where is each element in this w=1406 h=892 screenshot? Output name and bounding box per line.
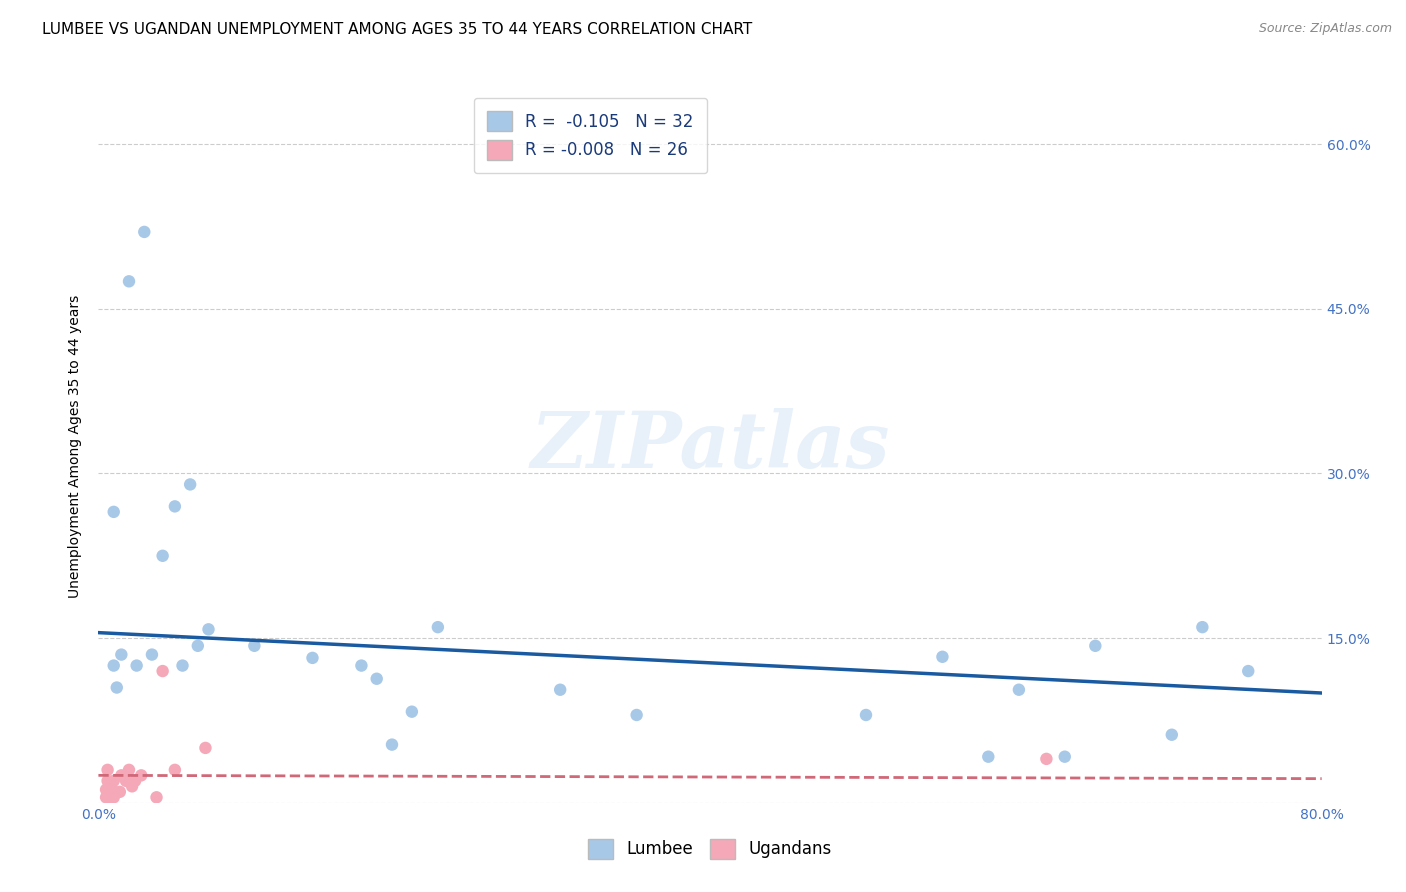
Point: [977, 749, 1000, 764]
Point: [1237, 664, 1260, 678]
Point: [118, 274, 141, 288]
Point: [197, 623, 219, 637]
Text: LUMBEE VS UGANDAN UNEMPLOYMENT AMONG AGES 35 TO 44 YEARS CORRELATION CHART: LUMBEE VS UGANDAN UNEMPLOYMENT AMONG AGE…: [42, 22, 752, 37]
Point: [243, 639, 266, 653]
Point: [401, 705, 423, 719]
Point: [110, 648, 132, 662]
Point: [548, 682, 571, 697]
Point: [103, 773, 125, 788]
Point: [141, 648, 163, 662]
Point: [426, 620, 449, 634]
Point: [1160, 728, 1182, 742]
Point: [125, 658, 148, 673]
Point: [101, 782, 124, 797]
Point: [100, 790, 122, 805]
Point: [97, 773, 120, 788]
Point: [100, 785, 122, 799]
Point: [124, 773, 146, 788]
Point: [94, 790, 117, 805]
Point: [152, 549, 174, 563]
Point: [855, 708, 877, 723]
Point: [194, 740, 217, 755]
Point: [163, 763, 186, 777]
Point: [163, 500, 186, 514]
Text: Source: ZipAtlas.com: Source: ZipAtlas.com: [1258, 22, 1392, 36]
Point: [98, 782, 121, 797]
Point: [350, 658, 373, 673]
Text: ZIPatlas: ZIPatlas: [530, 408, 890, 484]
Point: [1035, 752, 1057, 766]
Point: [98, 790, 121, 805]
Point: [94, 782, 117, 797]
Point: [1191, 620, 1213, 634]
Point: [98, 787, 121, 801]
Point: [134, 225, 156, 239]
Point: [103, 785, 125, 799]
Point: [1084, 639, 1107, 653]
Point: [103, 505, 125, 519]
Point: [301, 651, 323, 665]
Point: [931, 649, 953, 664]
Point: [179, 477, 201, 491]
Point: [121, 780, 143, 794]
Point: [152, 664, 174, 678]
Point: [115, 773, 138, 788]
Legend: Lumbee, Ugandans: Lumbee, Ugandans: [582, 832, 838, 866]
Point: [381, 738, 404, 752]
Y-axis label: Unemployment Among Ages 35 to 44 years: Unemployment Among Ages 35 to 44 years: [69, 294, 83, 598]
Point: [101, 790, 124, 805]
Point: [172, 658, 194, 673]
Point: [118, 763, 141, 777]
Point: [105, 681, 128, 695]
Point: [97, 763, 120, 777]
Point: [187, 639, 209, 653]
Point: [108, 785, 131, 799]
Point: [626, 708, 648, 723]
Point: [103, 790, 125, 805]
Point: [129, 768, 152, 782]
Point: [1053, 749, 1076, 764]
Point: [110, 768, 132, 782]
Point: [1008, 682, 1031, 697]
Point: [103, 658, 125, 673]
Point: [366, 672, 388, 686]
Point: [145, 790, 167, 805]
